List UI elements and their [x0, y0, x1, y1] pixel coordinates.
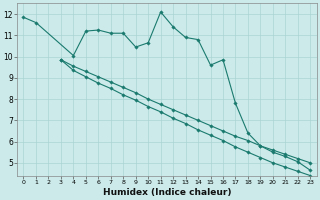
X-axis label: Humidex (Indice chaleur): Humidex (Indice chaleur)	[103, 188, 231, 197]
